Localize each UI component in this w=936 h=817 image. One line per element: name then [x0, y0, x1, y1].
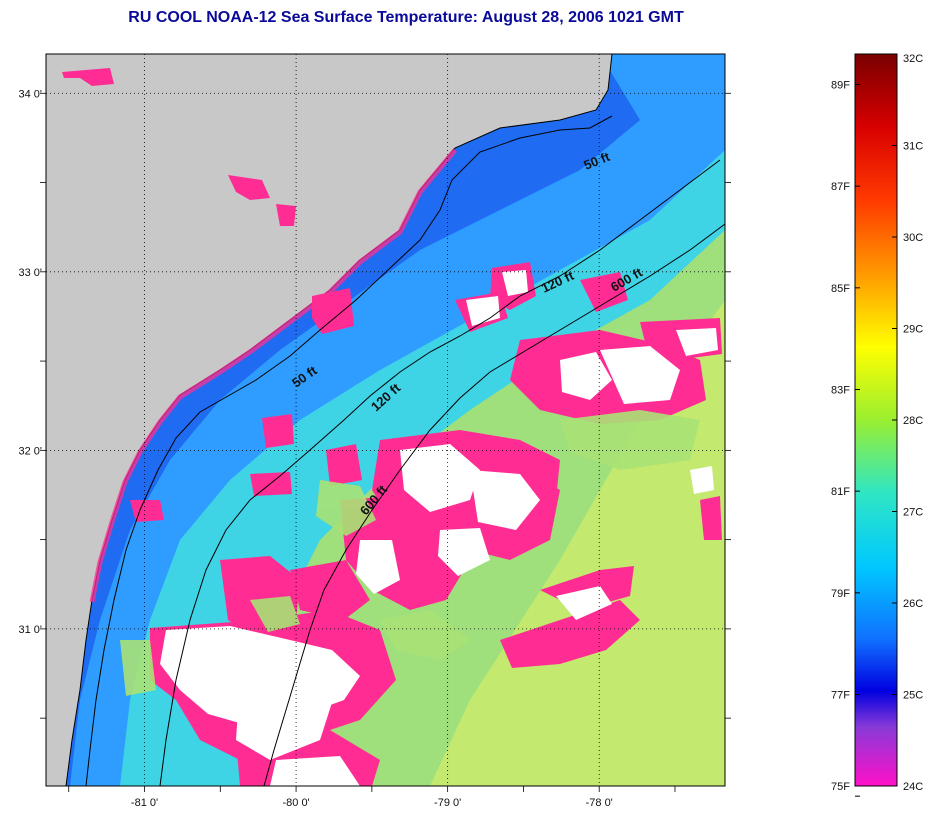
- map-title: RU COOL NOAA-12 Sea Surface Temperature:…: [128, 9, 684, 26]
- y-axis-tick-labels: 34 0' 33 0' 32 0' 31 0': [18, 88, 42, 636]
- contour-50ft: [85, 115, 613, 786]
- celsius-label: 28C: [903, 415, 923, 427]
- celsius-label: 26C: [903, 598, 923, 610]
- colorbar-gradient: [854, 53, 898, 787]
- fahrenheit-label: 75F: [831, 781, 850, 793]
- fahrenheit-label: 85F: [831, 283, 850, 295]
- fahrenheit-label: 89F: [831, 80, 850, 92]
- cloud-patches: [160, 270, 718, 786]
- contour-120ft: [159, 159, 721, 786]
- celsius-label: 31C: [903, 141, 923, 153]
- fahrenheit-label: 79F: [831, 588, 850, 600]
- fahrenheit-label: 87F: [831, 181, 850, 193]
- map-frame: [45, 53, 726, 787]
- y-tick-label: 34 0': [18, 88, 42, 100]
- y-tick-label: 32 0': [18, 445, 42, 457]
- colorbar-celsius-ticks: [892, 53, 897, 787]
- fahrenheit-label: 77F: [831, 690, 850, 702]
- celsius-label: 32C: [903, 53, 923, 65]
- celsius-label: 30C: [903, 232, 923, 244]
- x-tick-label: -80 0': [282, 797, 309, 809]
- celsius-label: 27C: [903, 507, 923, 519]
- x-tick-label: -81 0': [131, 797, 158, 809]
- colorbar-fahrenheit-labels: 89F 87F 85F 83F 81F 79F 77F 75F: [831, 80, 850, 794]
- x-axis-tick-labels: -81 0' -80 0' -79 0' -78 0': [131, 797, 613, 809]
- colorbar-fahrenheit-ticks: [855, 84, 860, 797]
- land-mass: [46, 54, 612, 786]
- x-tick-label: -79 0': [434, 797, 461, 809]
- fahrenheit-label: 81F: [831, 486, 850, 498]
- coastal-cold-fringe: [89, 148, 457, 603]
- celsius-label: 25C: [903, 690, 923, 702]
- celsius-label: 29C: [903, 324, 923, 336]
- colorbar-celsius-labels: 32C 31C 30C 29C 28C 27C 26C 25C 24C: [903, 53, 923, 793]
- warm-water-patches: [120, 410, 700, 696]
- celsius-label: 24C: [903, 781, 923, 793]
- y-tick-label: 31 0': [18, 624, 42, 636]
- x-tick-label: -78 0': [586, 797, 613, 809]
- fahrenheit-label: 83F: [831, 385, 850, 397]
- y-tick-label: 33 0': [18, 267, 42, 279]
